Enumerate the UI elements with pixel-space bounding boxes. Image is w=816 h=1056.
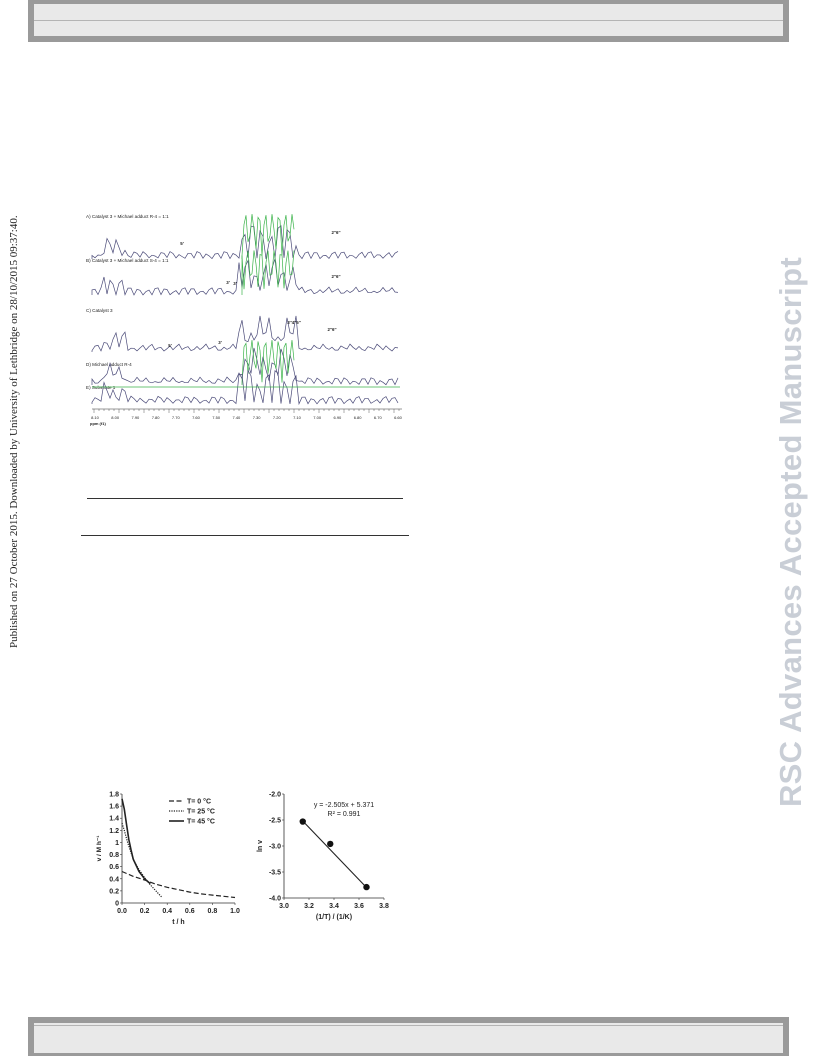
nmr-spectra-svg: A) Catalyst 3 + Michael adduct R-4 = 1:1… <box>86 214 403 426</box>
spectrum-trace <box>91 347 399 386</box>
y-tick-label: 0.4 <box>109 876 119 883</box>
highlighted-trace <box>241 214 295 259</box>
footer-bar-inner <box>34 1023 783 1053</box>
footer-bar-line <box>34 1025 783 1026</box>
ppm-tick-label: 7.90 <box>132 415 141 420</box>
y-tick-label: 0.6 <box>109 864 119 871</box>
ppm-tick-label: 7.50 <box>212 415 221 420</box>
y-tick-label: -2.0 <box>269 792 281 799</box>
nmr-spectra-figure: A) Catalyst 3 + Michael adduct R-4 = 1:1… <box>82 196 412 428</box>
ppm-tick-label: 8.00 <box>111 415 120 420</box>
y-tick-label: 0.2 <box>109 888 119 895</box>
x-tick-label: 0.6 <box>185 908 195 915</box>
peak-label: 3' <box>226 280 230 285</box>
rate-vs-time-chart: 0 0.2 0.4 0.6 0.8 1 1.2 1.4 1.6 1.8 0.0 0.2 0.4 0.6 0.… <box>88 782 243 942</box>
y-tick-label: 0 <box>115 901 119 908</box>
peak-label: 2''6'' <box>331 274 340 279</box>
x-axis-label: (1/T) / (1/K) <box>316 914 352 921</box>
series-line <box>121 798 151 885</box>
ppm-tick-label: 6.90 <box>334 415 343 420</box>
peak-label: 3' <box>233 281 237 286</box>
peak-label: 2''6'' <box>327 327 336 332</box>
trend-line <box>302 820 367 888</box>
x-tick-label: 3.8 <box>379 903 389 910</box>
ppm-tick-label: 7.60 <box>192 415 201 420</box>
x-tick-label: 3.4 <box>329 903 339 910</box>
arrhenius-plot: -2.0 -2.5 -3.0 -3.5 -4.0 3.0 3.2 3.4 3.6 3.8 (1/T)… <box>253 782 393 942</box>
y-tick-label: -3.5 <box>269 870 281 877</box>
highlighted-trace <box>241 250 295 295</box>
y-tick-label: 1.2 <box>109 828 119 835</box>
data-point <box>299 818 306 825</box>
data-point <box>363 883 370 891</box>
ppm-tick-label: 7.40 <box>233 415 242 420</box>
data-point <box>327 840 334 848</box>
x-tick-label: 3.6 <box>354 903 364 910</box>
arrhenius-svg: -2.0 -2.5 -3.0 -3.5 -4.03.0 3.2 3.4 3.6 3.8 (1/T)… <box>257 792 389 922</box>
ppm-tick-label: 6.80 <box>354 415 363 420</box>
footer-bar <box>28 1017 789 1056</box>
x-tick-label: 0.0 <box>117 908 127 915</box>
peak-label: 5' <box>180 241 184 246</box>
fit-equation: y = -2.505x + 5.371 <box>314 802 374 809</box>
peak-label: 2''6'' <box>331 230 340 235</box>
ppm-tick-label: 7.70 <box>172 415 181 420</box>
y-tick-label: 0.8 <box>109 852 119 859</box>
x-tick-label: 1.0 <box>230 908 240 915</box>
rate-vs-time-svg: 0 0.2 0.4 0.6 0.8 1 1.2 1.4 1.6 1.8 0.0 0.2 0.4 0.6 0.… <box>96 792 240 927</box>
spectrum-trace <box>91 369 399 406</box>
x-tick-label: 0.4 <box>162 908 172 915</box>
series-line <box>121 870 236 899</box>
spectrum-label: C) Catalyst 3 <box>86 308 113 313</box>
x-tick-label: 0.8 <box>208 908 218 915</box>
x-axis-label: t / h <box>172 919 184 926</box>
spectrum-label: E) Substrate 1 <box>86 385 116 390</box>
ppm-tick-label: 8.10 <box>91 415 100 420</box>
header-bar-line <box>34 20 783 21</box>
y-tick-label: 1.6 <box>109 804 119 811</box>
spectrum-label: A) Catalyst 3 + Michael adduct R-4 = 1:1 <box>86 214 169 219</box>
publication-note: Published on 27 October 2015. Downloaded… <box>8 215 20 648</box>
y-axis-label: ln v <box>257 840 264 852</box>
ppm-tick-label: 7.00 <box>313 415 322 420</box>
legend-label: T= 0 °C <box>187 798 211 806</box>
legend-label: T= 25 °C <box>187 808 215 816</box>
y-tick-label: -2.5 <box>269 818 281 825</box>
x-tick-label: 3.2 <box>304 903 314 910</box>
y-tick-label: 1.4 <box>109 816 119 823</box>
peak-label: 3''4''5'' <box>287 320 301 325</box>
ppm-tick-label: 6.60 <box>394 415 403 420</box>
peak-label: 5' <box>168 343 172 348</box>
y-tick-label: 1 <box>115 840 119 847</box>
y-tick-label: -4.0 <box>269 896 281 903</box>
spectrum-label: D) Michael adduct R-4 <box>86 362 132 367</box>
ppm-tick-label: 7.80 <box>152 415 161 420</box>
y-tick-label: 1.8 <box>109 792 119 799</box>
separator-line <box>87 498 403 499</box>
spectrum-trace <box>91 225 399 260</box>
legend-label: T= 45 °C <box>187 818 215 826</box>
header-bar <box>28 0 789 42</box>
ppm-tick-label: 7.10 <box>293 415 302 420</box>
manuscript-watermark: RSC Advances Accepted Manuscript <box>773 257 808 807</box>
highlighted-trace <box>241 340 295 385</box>
x-tick-label: 0.2 <box>140 908 150 915</box>
ppm-tick-label: 7.30 <box>253 415 262 420</box>
x-tick-label: 3.0 <box>279 903 289 910</box>
spectrum-label: B) Catalyst 3 + Michael adduct S-4 = 1:1 <box>86 258 169 263</box>
y-tick-label: -3.0 <box>269 844 281 851</box>
y-axis-label: v / M h⁻¹ <box>96 836 103 862</box>
ppm-tick-label: 7.20 <box>273 415 282 420</box>
r-squared: R² = 0.991 <box>328 811 361 818</box>
ppm-tick-label: 6.70 <box>374 415 383 420</box>
spectrum-trace <box>91 315 399 352</box>
ppm-axis-label: ppm (f1) <box>90 421 106 426</box>
separator-line <box>81 535 409 536</box>
peak-label: 3' <box>218 340 222 345</box>
